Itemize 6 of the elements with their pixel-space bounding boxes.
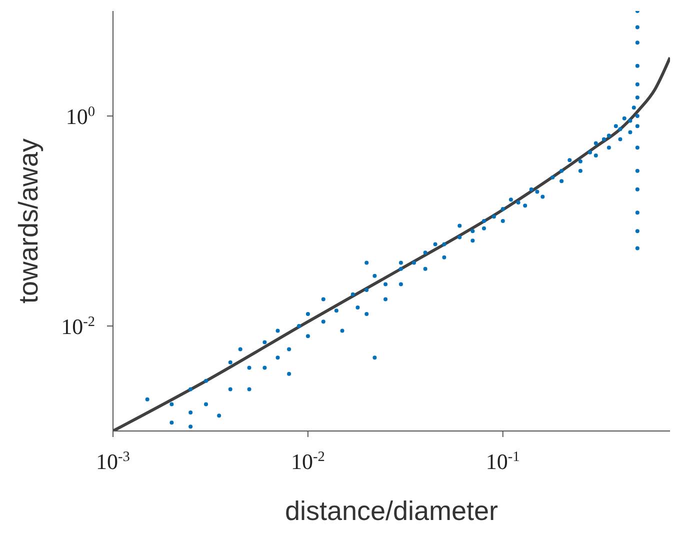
x-tick-label: 10$^{-3}$ bbox=[96, 449, 130, 474]
x-tick-label: 10$^{-1}$ bbox=[486, 449, 520, 474]
y-axis-title: towards/away bbox=[14, 138, 44, 304]
x-tick-label: 10$^{-2}$ bbox=[290, 449, 325, 474]
y-tick-label: 10$^{0}$ bbox=[66, 104, 95, 129]
x-axis-title: distance/diameter bbox=[284, 496, 498, 526]
